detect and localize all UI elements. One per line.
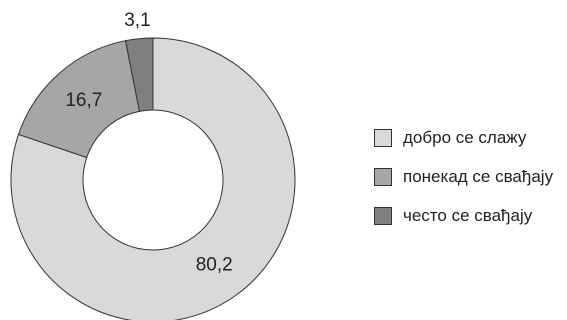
donut-slice-ponekad-se-svadjaju bbox=[17, 40, 141, 159]
data-label-chesto-se-svadjaju: 3,1 bbox=[124, 10, 150, 31]
legend-label: често се свађају bbox=[403, 206, 533, 225]
donut-slice-dobro-se-slazhu bbox=[10, 37, 296, 320]
data-label-dobro-se-slazhu: 80,2 bbox=[196, 254, 233, 275]
legend-swatch bbox=[374, 168, 392, 186]
legend-swatch bbox=[374, 207, 392, 225]
legend-item-ponekad-se-svadjaju: понекад се свађају bbox=[374, 167, 553, 187]
data-labels: 80,2 16,7 3,1 bbox=[65, 10, 232, 276]
data-label-ponekad-se-svadjaju: 16,7 bbox=[65, 90, 102, 111]
legend: добро се слажу понекад се свађају често … bbox=[374, 128, 553, 245]
legend-label: добро се слажу bbox=[403, 128, 527, 147]
donut-slice-chesto-se-svadjaju bbox=[124, 37, 154, 112]
legend-swatch bbox=[374, 129, 392, 147]
legend-label: понекад се свађају bbox=[403, 167, 554, 186]
donut-slices bbox=[10, 37, 296, 320]
legend-item-dobro-se-slazhu: добро се слажу bbox=[374, 128, 553, 148]
legend-item-chesto-se-svadjaju: често се свађају bbox=[374, 206, 553, 226]
